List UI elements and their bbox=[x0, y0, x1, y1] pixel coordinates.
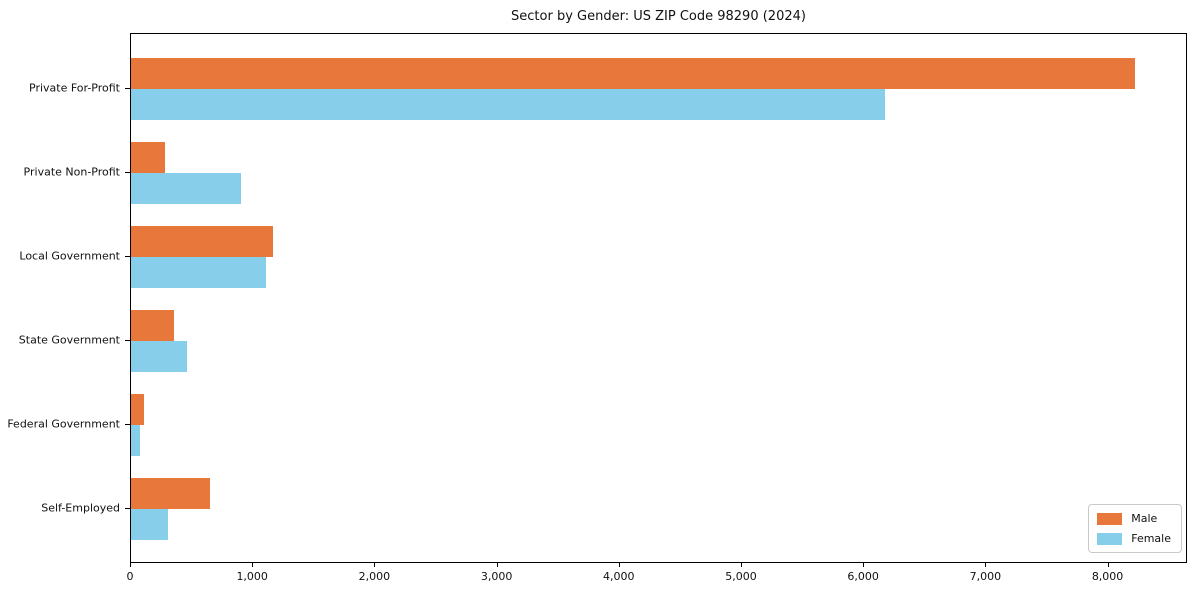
y-tick-label-federal-government: Federal Government bbox=[7, 417, 120, 431]
x-tick-mark bbox=[374, 562, 376, 567]
y-tick-mark bbox=[125, 508, 130, 509]
x-tick-label-3000: 3,000 bbox=[480, 570, 513, 583]
y-tick-mark bbox=[125, 256, 130, 257]
bar-female-private-for-profit bbox=[131, 89, 885, 120]
x-tick-label-8000: 8,000 bbox=[1091, 570, 1124, 583]
x-tick-mark bbox=[863, 562, 865, 567]
x-tick-label-1000: 1,000 bbox=[236, 570, 268, 583]
bar-male-state-government bbox=[131, 310, 175, 341]
y-tick-label-private-for-profit: Private For-Profit bbox=[29, 81, 120, 95]
bar-female-private-non-profit bbox=[131, 173, 242, 204]
x-tick-mark bbox=[130, 562, 131, 567]
x-tick-mark bbox=[496, 562, 498, 567]
legend: Male Female bbox=[1088, 504, 1182, 553]
bar-male-private-non-profit bbox=[131, 142, 165, 173]
legend-swatch-male bbox=[1097, 512, 1123, 525]
chart-title: Sector by Gender: US ZIP Code 98290 (202… bbox=[511, 9, 806, 24]
x-tick-mark bbox=[1107, 562, 1109, 567]
legend-label-male: Male bbox=[1131, 512, 1158, 525]
x-tick-mark bbox=[618, 562, 620, 567]
y-tick-label-self-employed: Self-Employed bbox=[41, 501, 120, 515]
legend-entry-male: Male bbox=[1097, 512, 1171, 525]
bar-female-federal-government bbox=[131, 425, 140, 456]
x-tick-mark bbox=[985, 562, 987, 567]
bar-female-state-government bbox=[131, 341, 188, 372]
bar-male-federal-government bbox=[131, 394, 145, 425]
x-tick-mark bbox=[740, 562, 742, 567]
bar-male-private-for-profit bbox=[131, 58, 1135, 89]
legend-swatch-female bbox=[1097, 532, 1123, 545]
y-tick-label-state-government: State Government bbox=[18, 333, 120, 347]
x-tick-mark bbox=[252, 562, 254, 567]
bar-male-self-employed bbox=[131, 478, 211, 509]
bar-female-self-employed bbox=[131, 509, 169, 540]
x-tick-label-5000: 5,000 bbox=[725, 570, 757, 583]
legend-entry-female: Female bbox=[1097, 532, 1171, 545]
x-tick-label-2000: 2,000 bbox=[358, 570, 391, 583]
x-tick-label-4000: 4,000 bbox=[603, 570, 635, 583]
y-tick-mark bbox=[125, 88, 130, 89]
y-tick-mark bbox=[125, 424, 130, 425]
x-tick-label-6000: 6,000 bbox=[847, 570, 879, 583]
y-tick-mark bbox=[125, 172, 130, 173]
y-tick-label-local-government: Local Government bbox=[19, 249, 120, 263]
x-tick-label-7000: 7,000 bbox=[969, 570, 1002, 583]
x-tick-label-0: 0 bbox=[126, 570, 134, 583]
bar-male-local-government bbox=[131, 226, 274, 257]
bar-female-local-government bbox=[131, 257, 266, 288]
y-tick-label-private-non-profit: Private Non-Profit bbox=[23, 165, 120, 179]
plot-area: Male Female bbox=[130, 33, 1187, 563]
legend-label-female: Female bbox=[1131, 532, 1171, 545]
y-tick-mark bbox=[125, 340, 130, 341]
